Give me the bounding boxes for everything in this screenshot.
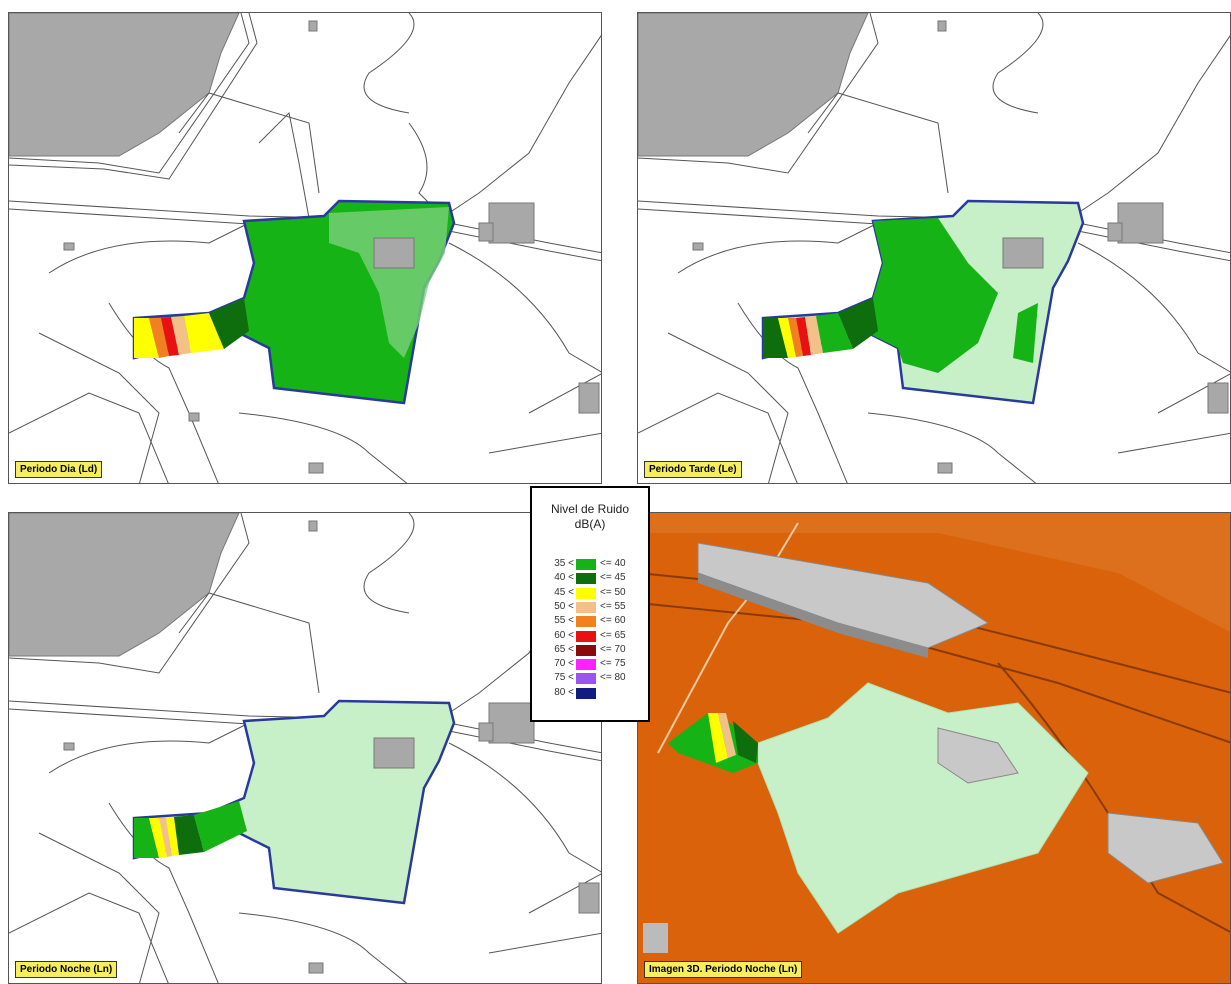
noise-map-3d xyxy=(638,513,1230,983)
basemap xyxy=(638,13,1230,483)
legend-swatch xyxy=(576,559,596,570)
noise-bands-dia xyxy=(134,318,159,358)
period-label-dia: Periodo Dia (Ld) xyxy=(15,461,103,478)
legend-lower-bound: 75 < xyxy=(554,672,574,684)
legend-swatch xyxy=(576,673,596,685)
green-patches xyxy=(868,218,998,373)
small-buildings xyxy=(63,520,600,974)
basemap xyxy=(9,13,601,483)
map-panel-dia: Periodo Dia (Ld) xyxy=(8,12,602,484)
legend-swatch xyxy=(576,644,596,656)
legend-upper-bound: <= 60 xyxy=(600,615,626,627)
noise-map-tarde xyxy=(638,13,1230,483)
noise-map-noche xyxy=(9,513,601,983)
map-panel-tarde: Periodo Tarde (Le) xyxy=(637,12,1231,484)
legend-row: 35 < <= 40 xyxy=(532,558,648,570)
noise-bands-tarde xyxy=(763,318,788,358)
legend-lower-bound: 50 < xyxy=(554,600,574,612)
map-panel-noche: Periodo Noche (Ln) xyxy=(8,512,602,984)
legend-upper-bound: <= 80 xyxy=(600,672,626,684)
period-label-noche: Periodo Noche (Ln) xyxy=(15,961,118,978)
period-label-tarde: Periodo Tarde (Le) xyxy=(644,461,742,478)
legend-row: 80 < xyxy=(532,687,648,699)
site-area-3d xyxy=(757,682,1089,934)
legend-lower-bound: 35 < xyxy=(554,558,574,569)
legend-swatch xyxy=(576,630,596,642)
legend-row: 45 < <= 50 xyxy=(532,587,648,599)
legend-upper-bound: <= 40 xyxy=(600,558,626,569)
legend-lower-bound: 80 < xyxy=(554,686,574,698)
legend-unit: dB(A) xyxy=(574,517,606,531)
legend-upper-bound: <= 70 xyxy=(600,643,626,655)
legend-row: 65 < <= 70 xyxy=(532,644,648,656)
site-area xyxy=(132,699,456,905)
legend-swatch xyxy=(576,573,596,585)
legend-swatch xyxy=(576,687,596,699)
legend-lower-bound: 45 < xyxy=(554,586,574,598)
legend-upper-bound: <= 45 xyxy=(600,572,626,584)
legend-row: 55 < <= 60 xyxy=(532,615,648,628)
legend-row: 70 < <= 75 xyxy=(532,658,648,671)
legend-swatch xyxy=(576,601,596,613)
noise-legend: Nivel de Ruido dB(A) 35 < <= 40 40 < <= 45 4… xyxy=(530,486,650,722)
legend-title: Nivel de Ruido xyxy=(550,502,630,516)
legend-lower-bound: 70 < xyxy=(554,658,574,670)
small-buildings xyxy=(63,20,600,474)
period-label-3d: Imagen 3D. Periodo Noche (Ln) xyxy=(644,961,803,978)
legend-swatch xyxy=(576,659,596,671)
legend-row: 75 < <= 80 xyxy=(532,672,648,685)
noise-bands-noche xyxy=(134,818,159,858)
noise-map-dia xyxy=(9,13,601,483)
light-green-patches xyxy=(329,207,449,358)
legend-lower-bound: 65 < xyxy=(554,643,574,655)
legend-upper-bound: <= 50 xyxy=(600,586,626,598)
legend-upper-bound: <= 75 xyxy=(600,658,626,670)
legend-row: 40 < <= 45 xyxy=(532,572,648,585)
legend-row: 60 < <= 65 xyxy=(532,630,648,642)
factory-building xyxy=(9,13,240,157)
legend-row: 50 < <= 55 xyxy=(532,601,648,613)
small-buildings xyxy=(692,20,1229,474)
map-panel-3d: Imagen 3D. Periodo Noche (Ln) xyxy=(637,512,1231,984)
factory-building xyxy=(638,13,869,157)
legend-upper-bound: <= 65 xyxy=(600,629,626,641)
legend-lower-bound: 60 < xyxy=(554,629,574,641)
legend-lower-bound: 55 < xyxy=(554,615,574,627)
legend-swatch xyxy=(576,587,596,599)
legend-lower-bound: 40 < xyxy=(554,572,574,584)
legend-swatch xyxy=(576,616,596,628)
legend-upper-bound: <= 55 xyxy=(600,600,626,612)
factory-building xyxy=(9,513,240,657)
